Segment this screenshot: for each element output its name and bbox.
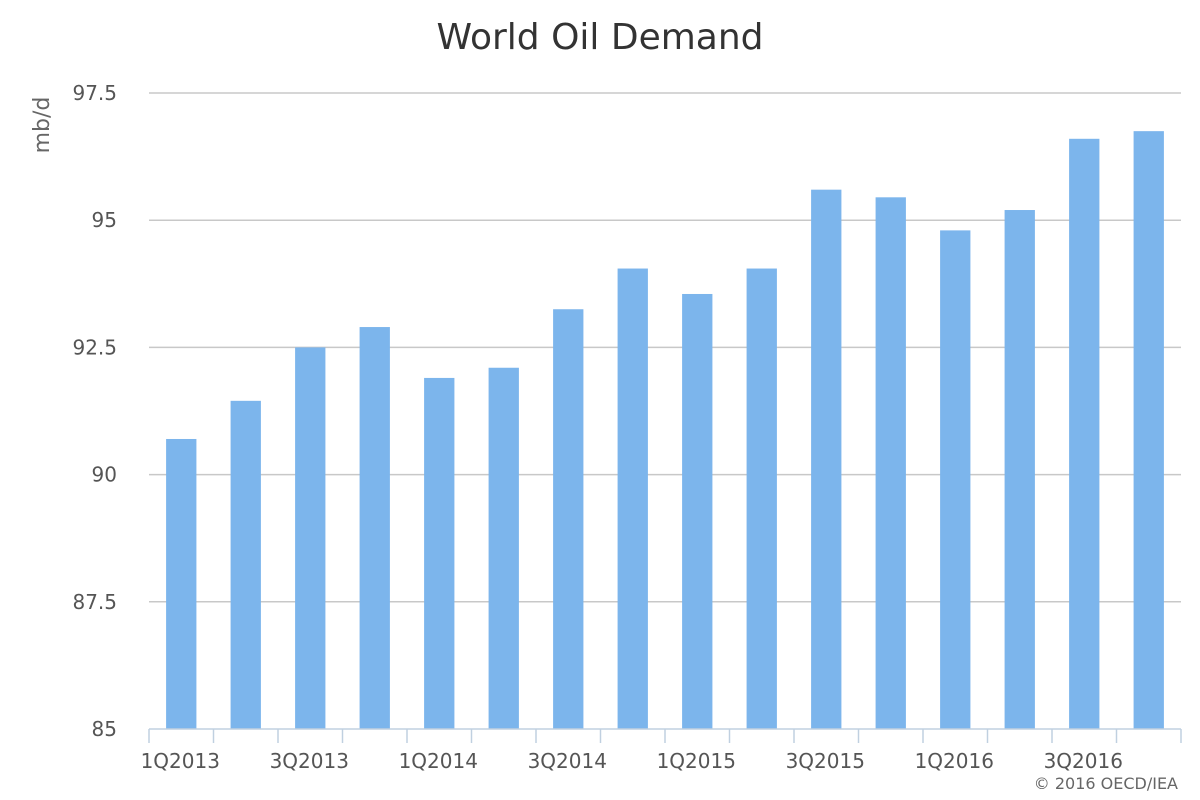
bar-2Q2015[interactable] (746, 268, 777, 729)
x-tick-label: 3Q2013 (270, 749, 349, 773)
bar-4Q2013[interactable] (359, 327, 390, 729)
bar-2Q2016[interactable] (1004, 210, 1035, 730)
x-tick-label: 3Q2014 (528, 749, 607, 773)
y-tick-label: 90 (92, 463, 117, 487)
bar-3Q2013[interactable] (295, 347, 326, 729)
y-tick-label: 95 (92, 208, 117, 232)
y-tick-label: 97.5 (72, 81, 117, 105)
bar-3Q2014[interactable] (553, 309, 584, 729)
x-axis: 1Q2013 3Q2013 1Q2014 3Q2014 1Q2015 3Q2015 1Q20… (141, 728, 1182, 773)
y-axis-label: mb/d (30, 97, 55, 154)
bar-1Q2013[interactable] (166, 438, 197, 729)
x-tick-label: 1Q2013 (141, 749, 220, 773)
bar-2Q2014[interactable] (488, 367, 519, 729)
x-tick-label: 3Q2016 (1044, 749, 1123, 773)
bar-1Q2016[interactable] (940, 230, 971, 729)
y-tick-label: 85 (92, 717, 117, 741)
bar-1Q2014[interactable] (424, 377, 455, 729)
bar-4Q2016[interactable] (1133, 131, 1164, 729)
bar-2Q2013[interactable] (230, 400, 261, 729)
x-tick-label: 3Q2015 (786, 749, 865, 773)
bar-3Q2016[interactable] (1069, 138, 1100, 730)
x-tick-label: 1Q2016 (915, 749, 994, 773)
bar-4Q2014[interactable] (617, 268, 648, 729)
x-tick-label: 1Q2015 (657, 749, 736, 773)
bar-1Q2015[interactable] (682, 293, 713, 729)
y-tick-label: 92.5 (72, 335, 117, 359)
x-tick-label: 1Q2014 (399, 749, 478, 773)
chart-title: World Oil Demand (436, 17, 763, 58)
bar-3Q2015[interactable] (811, 189, 842, 729)
y-axis: 85 87.5 90 92.5 95 97.5 (72, 81, 117, 741)
credit-text: © 2016 OECD/IEA (1034, 774, 1178, 793)
bar-4Q2015[interactable] (875, 197, 906, 729)
y-tick-label: 87.5 (72, 590, 117, 614)
bars (166, 131, 1164, 730)
